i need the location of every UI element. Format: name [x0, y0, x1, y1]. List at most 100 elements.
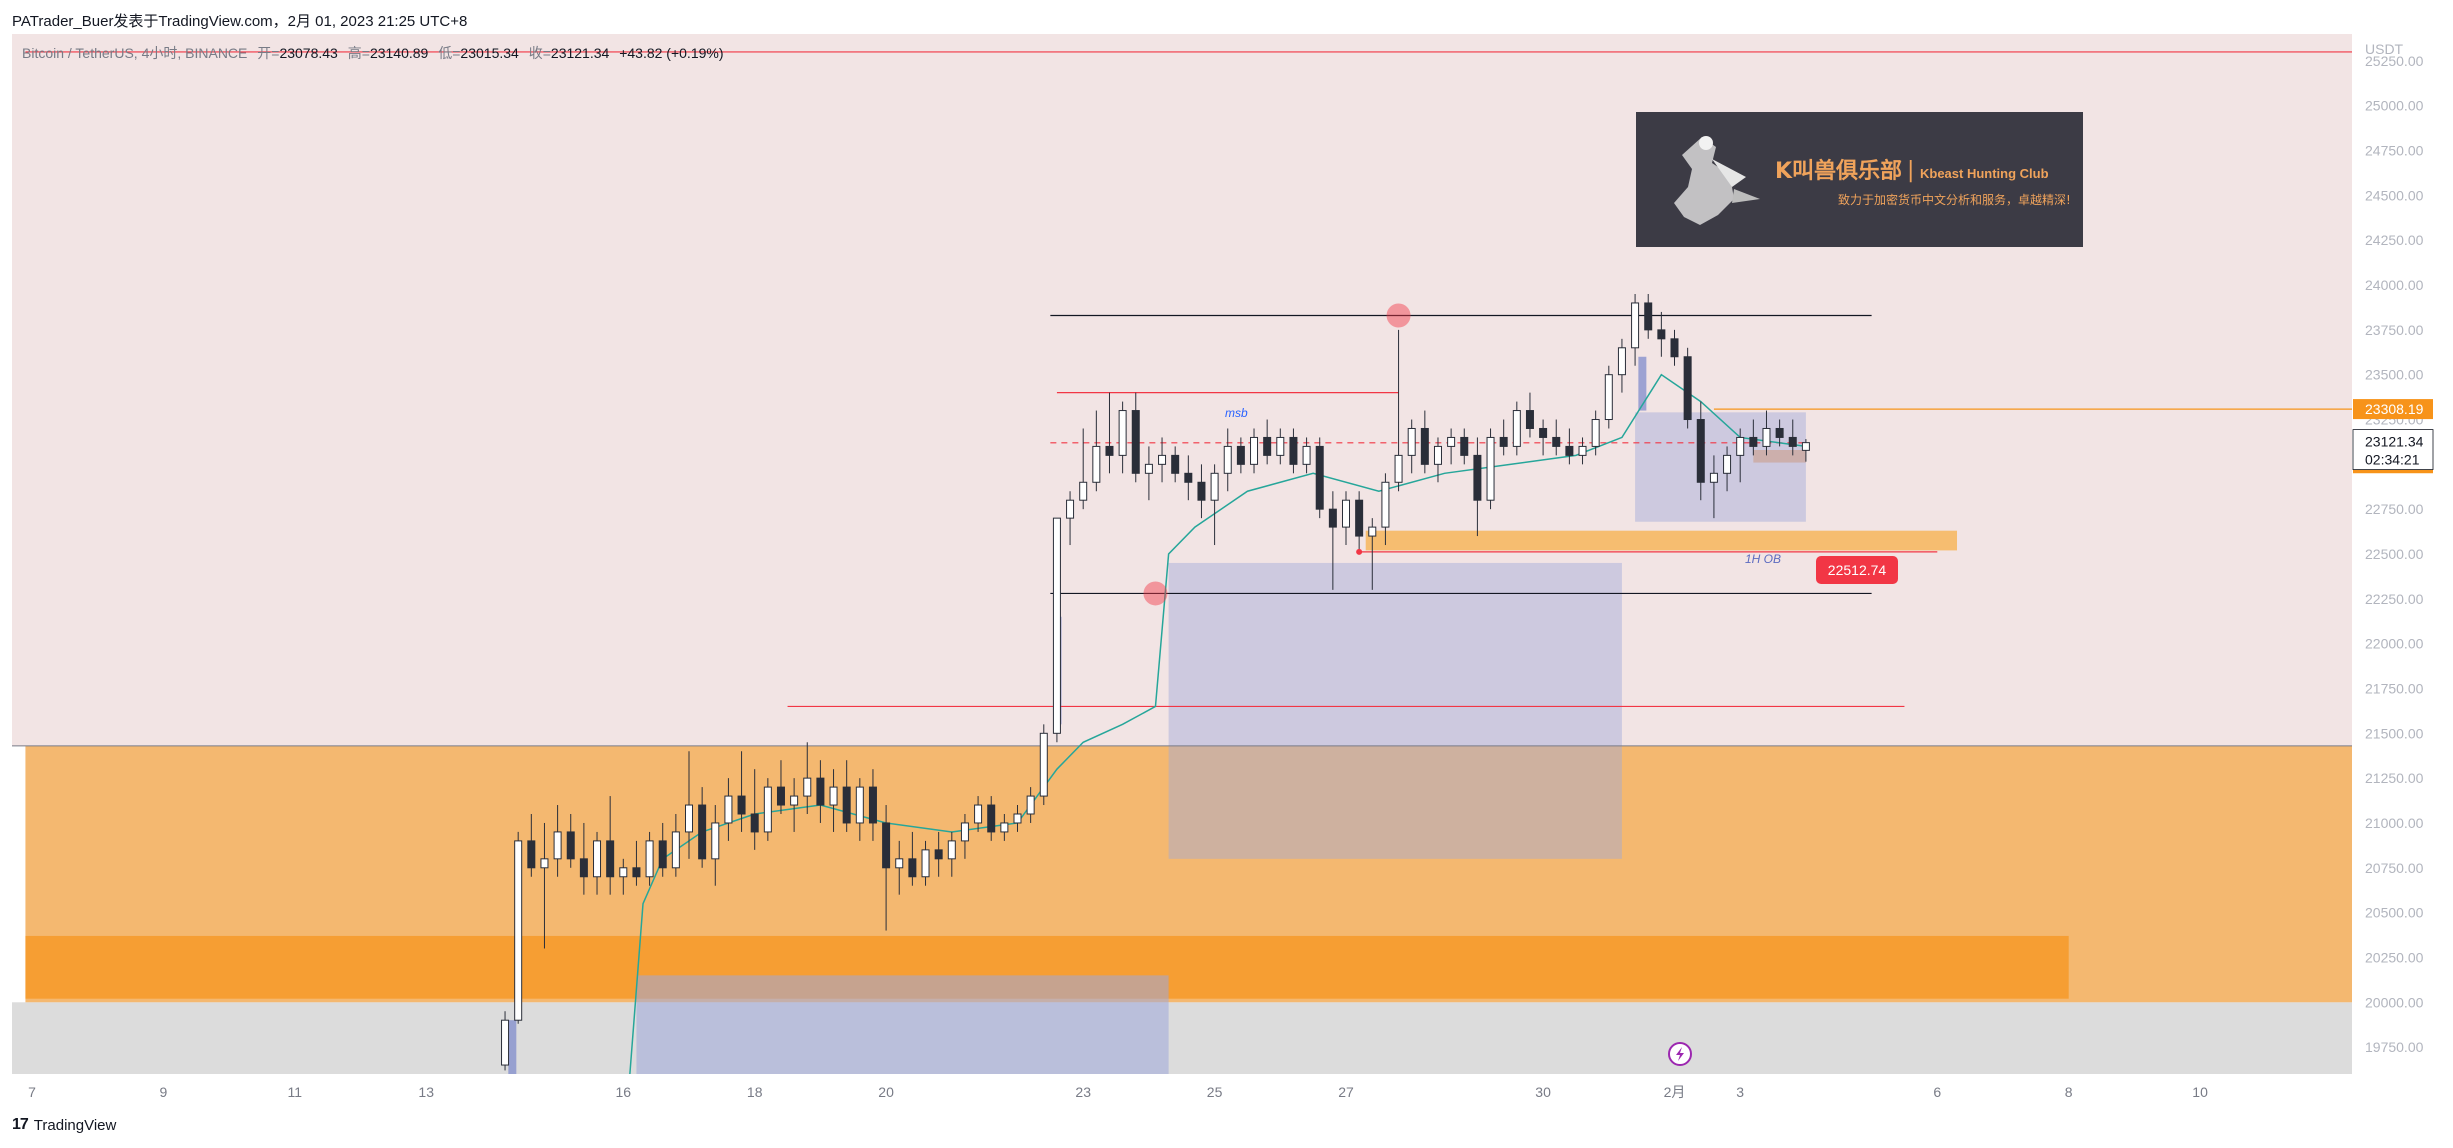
grey-background [12, 1002, 2353, 1074]
candle [1289, 428, 1298, 474]
candle [619, 858, 628, 895]
candle-body [1775, 427, 1784, 438]
candle [1631, 294, 1640, 366]
candle [1250, 428, 1259, 474]
time-tick-label: 7 [28, 1084, 36, 1100]
blue-zone-big [1168, 562, 1622, 859]
candle [1144, 446, 1153, 501]
candle [1696, 401, 1705, 501]
candle-body [1709, 472, 1718, 483]
candle-body [737, 795, 746, 815]
time-tick-label: 20 [878, 1084, 894, 1100]
candle [1420, 410, 1429, 474]
candle [974, 796, 983, 832]
candle-body [1644, 302, 1653, 331]
candle-body [947, 840, 956, 860]
candle-body [1394, 454, 1403, 483]
candle [1683, 347, 1692, 429]
candle [1039, 724, 1048, 806]
candle [1657, 311, 1666, 357]
candle [501, 1011, 510, 1071]
candle [1066, 491, 1075, 546]
candle-body [658, 840, 667, 869]
legend-open-label: 开= [257, 45, 279, 61]
candle-body [1473, 454, 1482, 501]
candle [1723, 446, 1732, 492]
candle-body [1026, 795, 1035, 815]
time-tick-label: 23 [1075, 1084, 1091, 1100]
candle [855, 778, 864, 841]
candle-body [908, 858, 917, 878]
price-tick-label: 21250.00 [2365, 770, 2424, 786]
candle [829, 769, 838, 832]
price-tick-label: 19750.00 [2365, 1039, 2424, 1055]
legend-open-value: 23078.43 [279, 45, 338, 61]
candle [566, 814, 575, 868]
candle-body [1683, 356, 1692, 421]
candle [1709, 455, 1718, 519]
candle [1512, 401, 1521, 456]
time-tick-label: 11 [288, 1084, 303, 1100]
candle [1368, 518, 1377, 590]
price-callout: 22512.74 [1816, 556, 1898, 584]
warrior-logo-icon [1674, 136, 1760, 225]
banner-title: K叫兽俱乐部 [1775, 158, 1902, 184]
candle-body [1302, 445, 1311, 465]
candle [1342, 491, 1350, 546]
candle-body [868, 786, 877, 824]
flash-icon[interactable] [1668, 1042, 1692, 1066]
candle [1801, 439, 1810, 462]
candle [1565, 428, 1574, 465]
candle [514, 831, 523, 1024]
time-axis[interactable]: 7 9 11 13 16 18 20 23 25 27 30 2月 3 6 8 10 [0, 1074, 2353, 1108]
candle-body [1565, 445, 1574, 456]
candle-body [645, 840, 654, 878]
candle [1762, 410, 1771, 456]
candle-body [514, 840, 523, 1021]
candle-body [1223, 445, 1232, 474]
candle-body [1617, 347, 1626, 376]
candle-body [882, 822, 891, 869]
candle-body [711, 822, 720, 860]
candle [1447, 428, 1456, 465]
price-tick-label: 22750.00 [2365, 501, 2424, 517]
candle [1013, 805, 1022, 832]
markers-layer [1143, 303, 1411, 606]
banner-subtitle: Kbeast Hunting Club [1920, 166, 2049, 181]
candle [934, 831, 943, 877]
candle [1591, 410, 1600, 456]
price-chart[interactable]: Bitcoin / TetherUS, 4小时, BINANCE 开=23078… [0, 34, 2453, 1109]
price-tick-label: 24500.00 [2365, 187, 2424, 203]
price-tag-0-bg [2353, 399, 2433, 420]
candle [1407, 419, 1416, 474]
price-tag-0: 23308.19 [2365, 401, 2424, 417]
candle [868, 769, 877, 841]
candle-body [1631, 302, 1640, 349]
time-tick-label: 2月 [1664, 1084, 1686, 1100]
legend-low-label: 低= [438, 45, 460, 61]
msb-label: msb [1225, 406, 1248, 420]
candle [711, 805, 720, 886]
candle [1105, 392, 1114, 474]
candle-body [816, 777, 825, 806]
candle-body [724, 795, 733, 824]
candle-body [1236, 445, 1245, 465]
candle-body [1381, 481, 1390, 528]
countdown-text: 02:34:21 [2365, 452, 2420, 468]
candle [579, 822, 588, 895]
candle [1394, 329, 1403, 492]
legend-low-value: 23015.34 [460, 45, 519, 61]
candle [882, 805, 891, 931]
price-axis[interactable]: USDT 19750.00 20000.00 20250.00 20500.00 207… [2352, 34, 2453, 1075]
orange-zone-1h-ob [1365, 530, 1958, 551]
candle [1525, 392, 1534, 438]
tradingview-logo-icon: 17 [12, 1116, 29, 1133]
candle [1670, 329, 1679, 366]
candle-body [1578, 445, 1587, 456]
currency-label: USDT [2365, 41, 2404, 57]
price-tick-label: 22500.00 [2365, 546, 2424, 562]
candle [1775, 419, 1784, 447]
candle [540, 822, 549, 949]
candle-body [1591, 419, 1600, 447]
candle-body [1525, 410, 1534, 429]
